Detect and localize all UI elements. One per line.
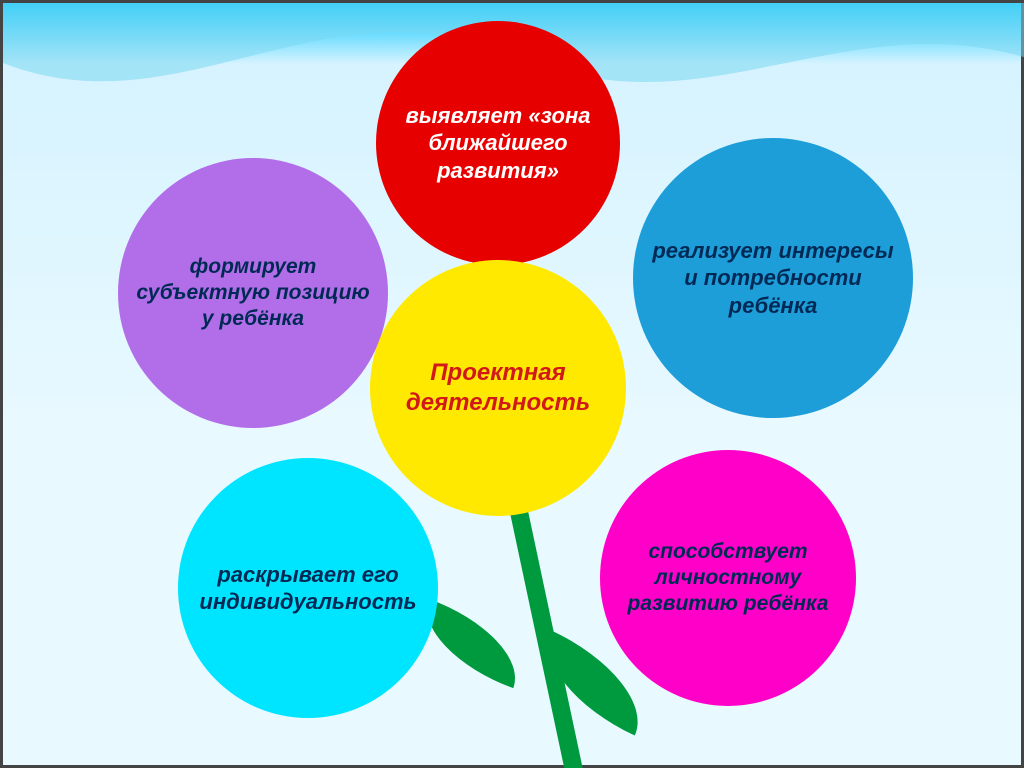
center-circle: Проектная деятельность [370, 260, 626, 516]
flower-stem [506, 491, 586, 768]
center-label: Проектная деятельность [388, 358, 608, 418]
petal-label: раскрывает его индивидуальность [196, 561, 420, 616]
petal-left: формирует субъектную позицию у ребёнка [118, 158, 388, 428]
petal-label: реализует интересы и потребности ребёнка [651, 237, 895, 320]
petal-bottom-right: способствует личностному развитию ребёнк… [600, 450, 856, 706]
petal-right: реализует интересы и потребности ребёнка [633, 138, 913, 418]
infographic-stage: выявляет «зона ближайшего развития» реали… [0, 0, 1024, 768]
petal-top: выявляет «зона ближайшего развития» [376, 21, 620, 265]
petal-label: способствует личностному развитию ребёнк… [618, 539, 838, 618]
petal-label: выявляет «зона ближайшего развития» [394, 102, 602, 185]
petal-label: формирует субъектную позицию у ребёнка [136, 254, 370, 333]
petal-bottom-left: раскрывает его индивидуальность [178, 458, 438, 718]
